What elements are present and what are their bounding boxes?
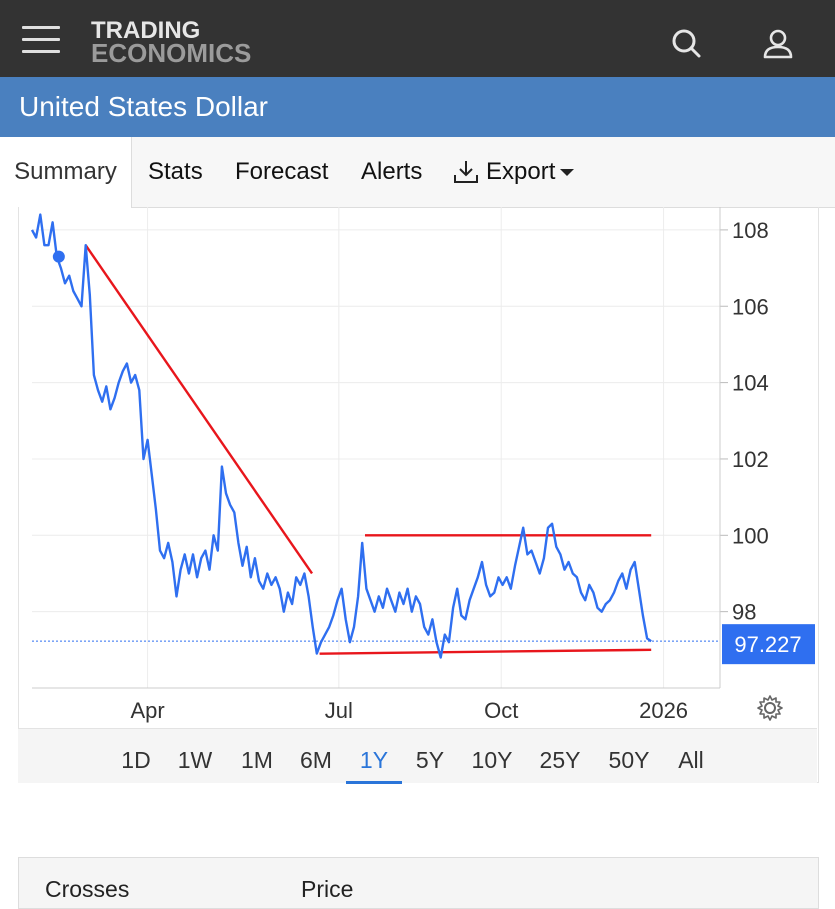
brand-logo-line1: TRADING — [91, 17, 201, 44]
column-header-crosses[interactable]: Crosses — [45, 876, 130, 902]
tab-stats[interactable]: Stats — [148, 158, 203, 185]
section-tabs: Summary Stats Forecast Alerts Export — [0, 137, 835, 208]
range-25y[interactable]: 25Y — [539, 747, 581, 773]
crosses-table-header: Crosses Price — [18, 857, 819, 909]
range-6m[interactable]: 6M — [300, 747, 332, 773]
range-1y[interactable]: 1Y — [346, 729, 402, 784]
brand-logo[interactable]: TRADING ECONOMICS — [91, 17, 252, 68]
tab-forecast[interactable]: Forecast — [235, 158, 329, 185]
range-50y[interactable]: 50Y — [608, 747, 650, 773]
range-10y[interactable]: 10Y — [471, 747, 513, 773]
menu-icon[interactable] — [22, 26, 60, 56]
user-account-icon[interactable] — [758, 24, 798, 64]
tab-export[interactable]: Export — [452, 137, 575, 207]
page-title-bar: United States Dollar — [0, 77, 835, 137]
chart-settings-icon[interactable] — [756, 694, 784, 722]
tab-alerts[interactable]: Alerts — [361, 158, 423, 185]
brand-logo-line2: ECONOMICS — [91, 38, 252, 68]
page-title: United States Dollar — [19, 91, 269, 122]
download-icon — [454, 161, 478, 183]
range-selector: 1D 1W 1M 6M 1Y 5Y 10Y 25Y 50Y All — [18, 728, 817, 784]
range-5y[interactable]: 5Y — [415, 747, 445, 773]
column-header-price[interactable]: Price — [301, 876, 354, 902]
export-label: Export — [486, 158, 556, 185]
search-icon[interactable] — [668, 24, 708, 64]
range-1d[interactable]: 1D — [121, 747, 151, 773]
caret-down-icon — [560, 169, 575, 176]
range-1m[interactable]: 1M — [241, 747, 273, 773]
chart-panel — [18, 207, 819, 783]
top-nav-bar: TRADING ECONOMICS — [0, 0, 835, 77]
tab-summary[interactable]: Summary — [0, 137, 132, 208]
range-1w[interactable]: 1W — [177, 747, 213, 773]
range-all[interactable]: All — [678, 747, 704, 773]
